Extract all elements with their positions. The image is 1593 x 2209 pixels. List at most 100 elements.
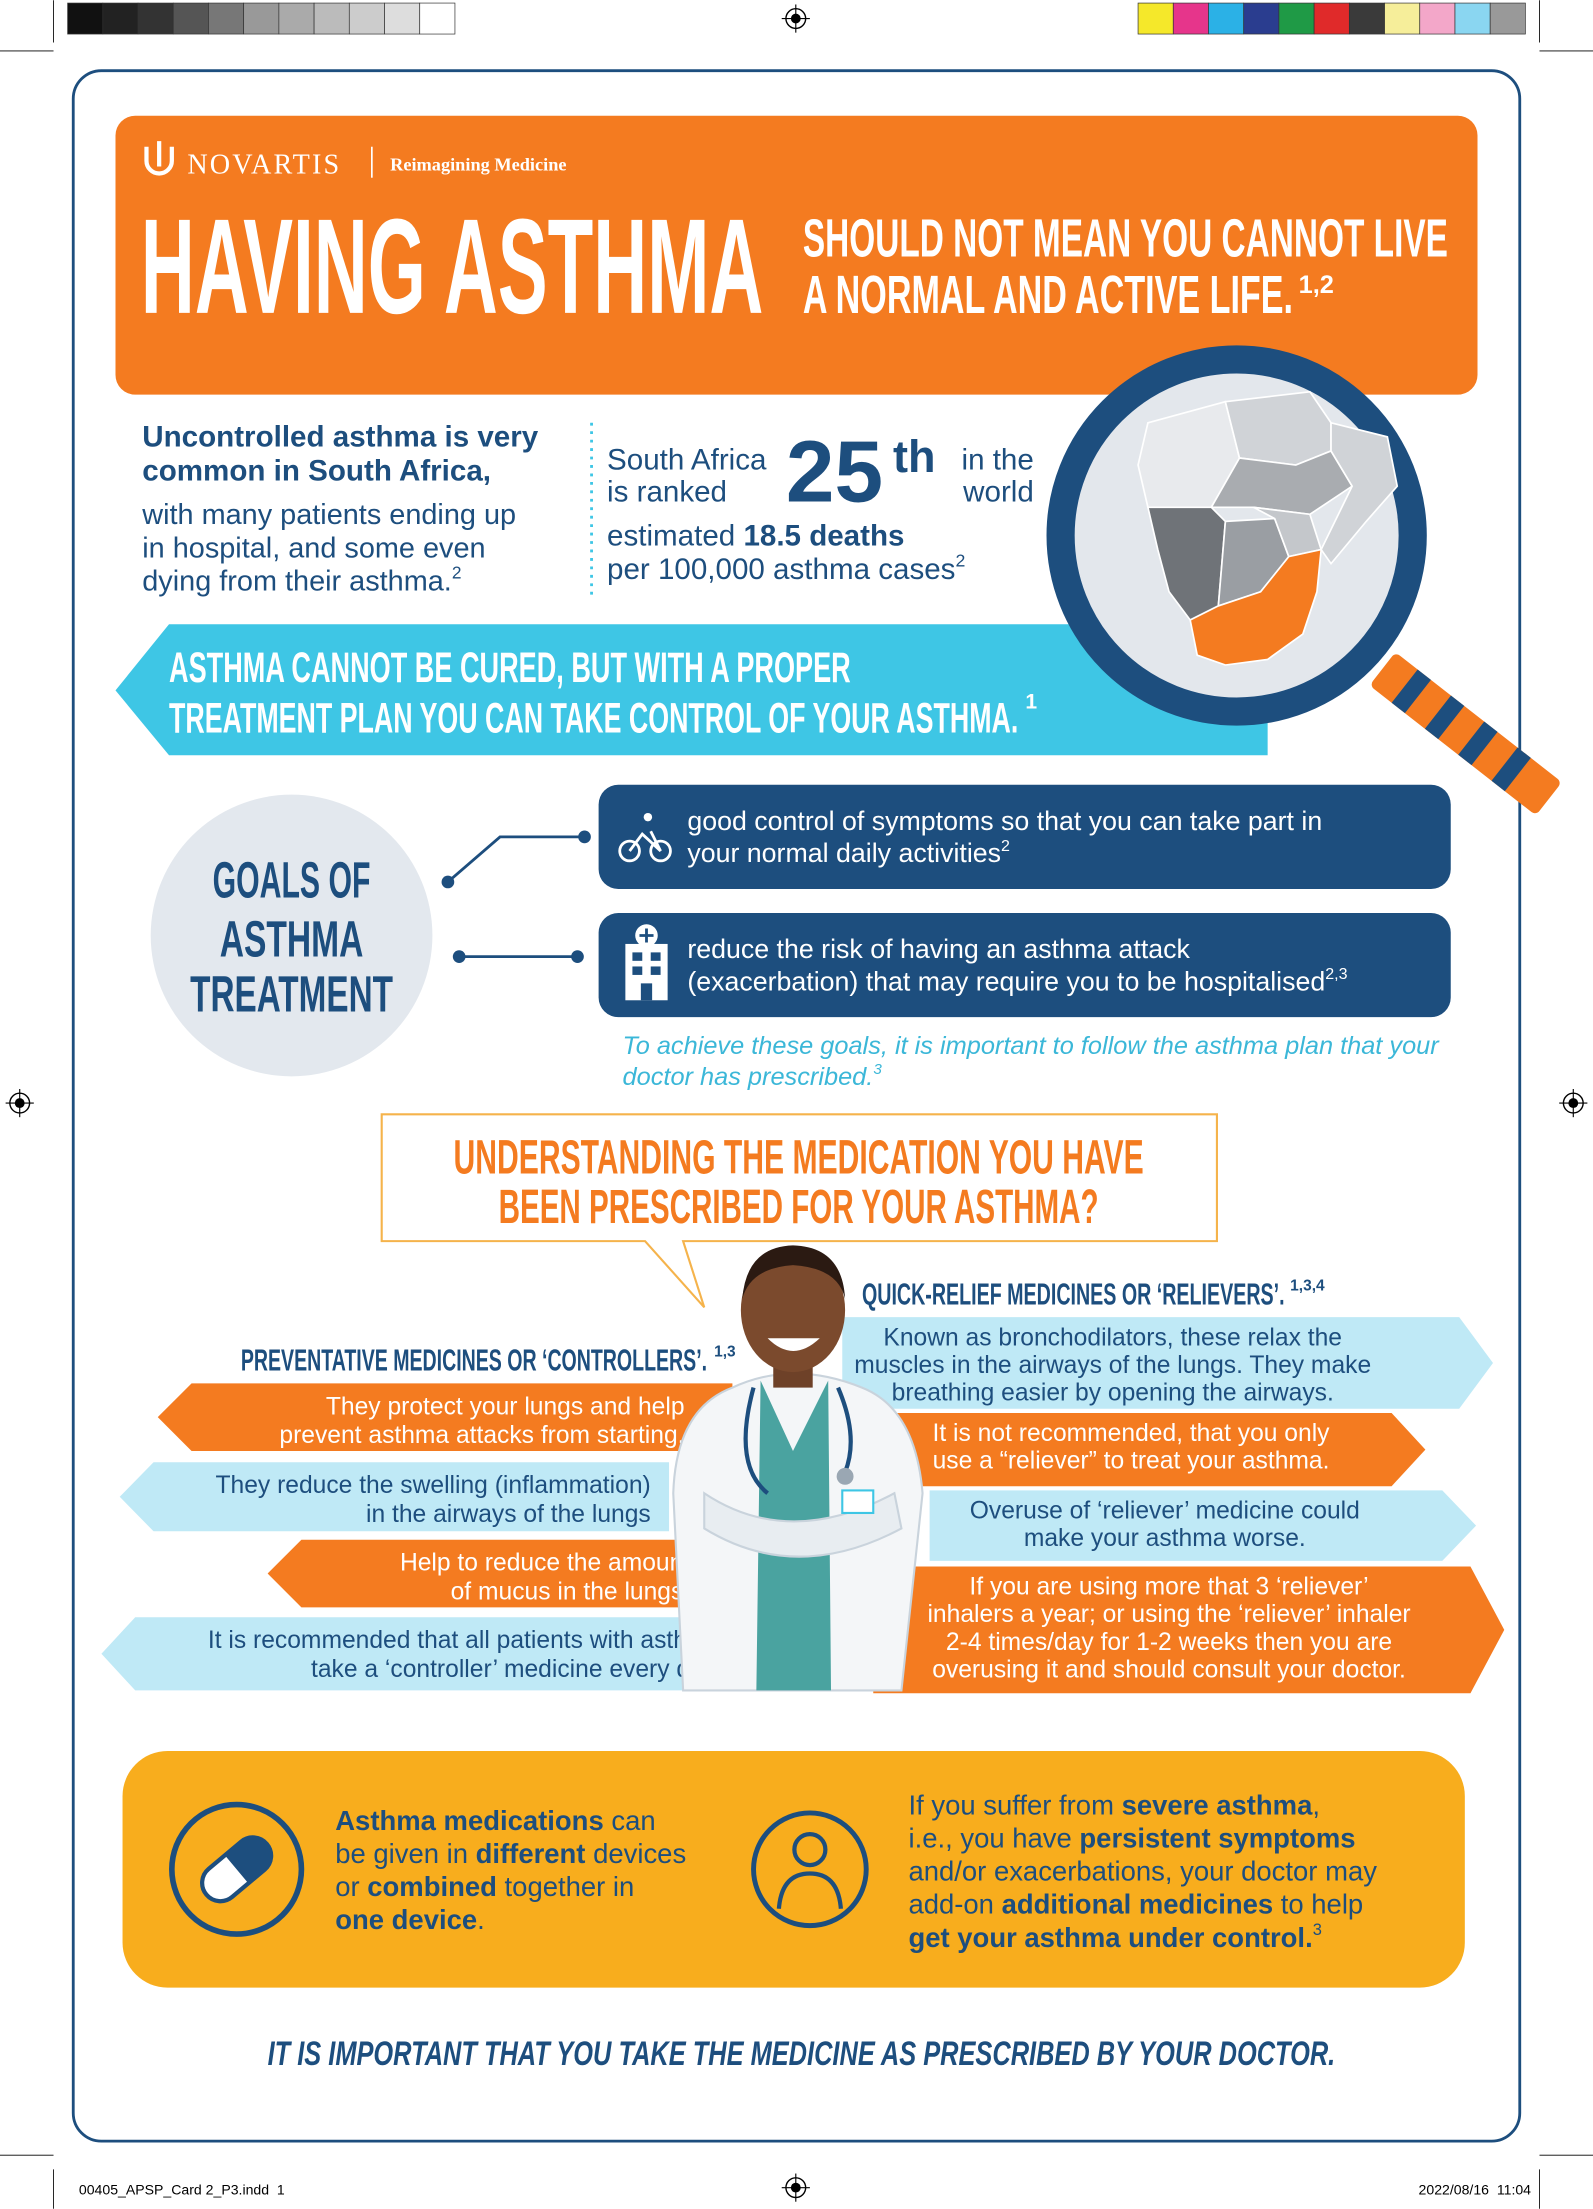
reference: 1,3 — [714, 1344, 736, 1361]
ranking-text-line: South Africa — [607, 443, 767, 476]
speech-bubble — [380, 1113, 1218, 1309]
info-text-part: additional medicines — [1002, 1889, 1274, 1920]
point-arrow — [119, 1462, 670, 1532]
doctor-head — [740, 1248, 846, 1373]
controller-text: Help to reduce the amount — [400, 1550, 690, 1577]
point-arrow — [267, 1539, 705, 1608]
gray-swatch — [137, 2, 174, 35]
info-text: If you suffer from severe asthma, — [908, 1789, 1320, 1820]
connector-dot — [571, 950, 584, 963]
ranking-text-line: is ranked — [607, 476, 727, 509]
controller-text: of mucus in the lungs. — [451, 1579, 691, 1606]
info-text-part: combined — [367, 1871, 497, 1902]
reliever-text: If you are using more that 3 ‘reliever’ — [969, 1574, 1368, 1601]
goals-title: TREATMENT — [190, 966, 393, 1023]
ranking-deaths-part: 18.5 deaths — [743, 519, 904, 552]
intro-bold-line: Uncontrolled asthma is very — [142, 421, 538, 454]
brand-name: NOVARTIS — [187, 149, 341, 180]
point-arrow — [884, 1412, 1426, 1487]
reliever-text-line: It is not recommended, that you only — [933, 1420, 1331, 1447]
intro-text-line: dying from their asthma. — [142, 565, 452, 597]
pill-icon — [200, 1835, 274, 1904]
info-text: one device. — [335, 1904, 485, 1935]
reference: 2,3 — [1325, 965, 1347, 983]
connector-dot — [578, 830, 591, 844]
info-text-part: together in — [497, 1871, 634, 1902]
question-text: BEEN PRESCRIBED FOR YOUR ASTHMA? — [499, 1181, 1099, 1234]
color-swatch — [1243, 2, 1280, 35]
goals-circle — [150, 794, 433, 1077]
banner-arrow — [115, 624, 1268, 756]
brand-logo — [144, 141, 174, 176]
reference: 2 — [452, 562, 462, 582]
color-swatch — [1454, 2, 1491, 35]
color-swatch — [1489, 2, 1526, 35]
goals-note-line: doctor has prescribed. — [623, 1063, 874, 1091]
controller-text-line: prevent asthma attacks from starting. — [279, 1422, 684, 1449]
goal-box — [598, 912, 1451, 1018]
info-text-part: or — [335, 1871, 367, 1902]
question-text: UNDERSTANDING THE MEDICATION YOU HAVE — [454, 1132, 1144, 1185]
intro-text: dying from their asthma.2 — [142, 562, 461, 597]
point-arrow — [157, 1383, 733, 1451]
reference: 2 — [955, 551, 965, 571]
ranking-text-line: in the — [962, 443, 1034, 476]
doctor-icon-ring — [751, 1810, 869, 1929]
goals-title: ASTHMA — [220, 911, 364, 968]
info-text: be given in different devices — [335, 1838, 686, 1869]
controller-text: They reduce the swelling (inflammation) — [215, 1472, 650, 1499]
reliever-text-line: Overuse of ‘reliever’ medicine could — [970, 1498, 1360, 1525]
connector-dot — [441, 875, 455, 889]
point-arrow — [873, 1566, 1505, 1694]
point-arrow — [929, 1490, 1477, 1561]
reliever-text-line: make your asthma worse. — [1024, 1525, 1306, 1552]
bike-icon — [643, 812, 653, 822]
intro-text: with many patients ending up — [141, 499, 516, 531]
magnifier-handle — [1371, 654, 1560, 814]
controllers-heading: PREVENTATIVE MEDICINES OR ‘CONTROLLERS’. — [241, 1343, 707, 1378]
doctor-smile — [767, 1338, 820, 1351]
pill-icon-ring — [169, 1801, 305, 1937]
hospital-window — [632, 952, 643, 961]
info-text-part: Asthma medications — [335, 1805, 604, 1836]
color-swatch — [1278, 2, 1315, 35]
bike-icon — [628, 830, 662, 853]
controller-text: prevent asthma attacks from starting. — [279, 1422, 684, 1449]
info-text-part: different — [476, 1838, 586, 1869]
intro-text-line: with many patients ending up — [141, 499, 516, 531]
stethoscope — [836, 1467, 854, 1485]
handle-stripe — [1391, 669, 1431, 714]
doctor-hair — [742, 1245, 846, 1299]
info-text-part: to help — [1273, 1889, 1363, 1920]
header-banner — [115, 115, 1478, 395]
color-swatch — [1384, 2, 1421, 35]
print-date: 2022/08/16 11:04 — [1419, 2182, 1532, 2198]
goals-note: To achieve these goals, it is important … — [623, 1032, 1441, 1060]
gray-swatch — [419, 2, 456, 35]
goal-text: good control of symptoms so that you can… — [687, 806, 1322, 836]
info-text: add-on additional medicines to help — [908, 1889, 1363, 1920]
info-text-part: i.e., you have — [908, 1822, 1079, 1853]
reliever-text: use a “reliever” to treat your asthma. — [933, 1448, 1330, 1475]
gray-swatch — [208, 2, 245, 35]
reference: 3 — [873, 1061, 882, 1078]
connector — [446, 835, 585, 884]
reference: 1,3,4 — [1290, 1277, 1325, 1294]
ranking-text: in the — [962, 443, 1034, 476]
doctor-icon — [776, 1871, 843, 1909]
main-title: HAVING ASTHMA — [141, 191, 764, 342]
controller-text-line: of mucus in the lungs. — [451, 1579, 691, 1606]
goals-title: GOALS OF — [213, 851, 371, 908]
controller-text: They protect your lungs and help — [326, 1393, 685, 1420]
gray-swatch — [278, 2, 315, 35]
gray-swatch — [348, 2, 385, 35]
reliever-text-line: Known as bronchodilators, these relax th… — [883, 1324, 1342, 1351]
subtitle: A NORMAL AND ACTIVE LIFE. — [803, 266, 1293, 325]
goal-text-line: good control of symptoms so that you can… — [687, 806, 1322, 836]
goal-text: (exacerbation) that may require you to b… — [687, 965, 1347, 996]
hospital-door — [640, 983, 653, 1001]
goals-note-line: To achieve these goals, it is important … — [623, 1032, 1441, 1060]
